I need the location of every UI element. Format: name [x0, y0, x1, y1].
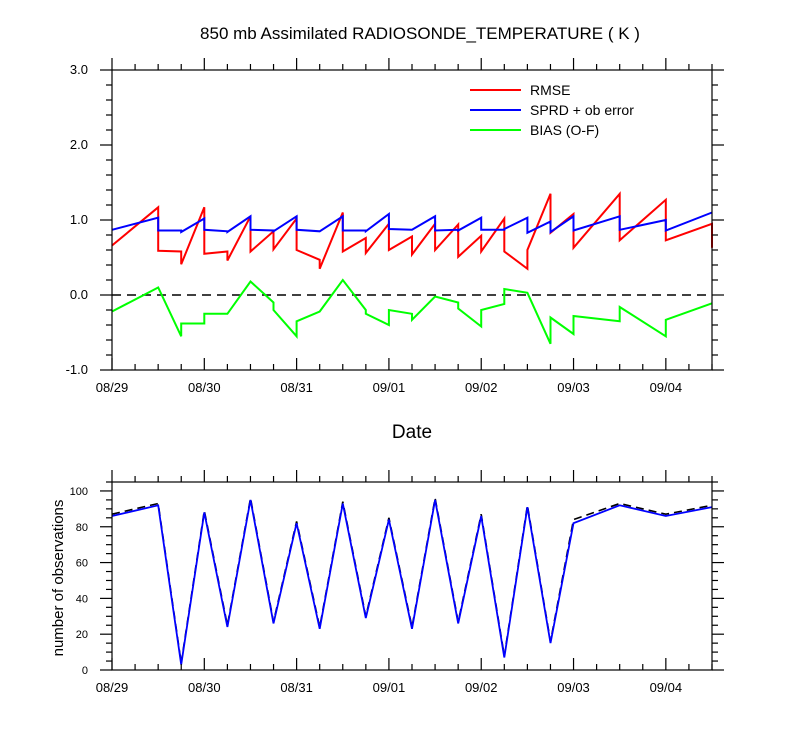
bottom-chart-y-tick-label: 0 — [82, 665, 88, 677]
legend-label: RMSE — [530, 82, 570, 98]
top-chart-legend: RMSE SPRD + ob error BIAS (O-F) — [470, 82, 634, 138]
bottom-chart-x-tick-label: 09/02 — [465, 680, 498, 695]
top-chart-x-tick-label: 08/30 — [188, 380, 221, 395]
bottom-chart-series-group — [111, 497, 713, 665]
bottom-chart-x-tick-label: 09/04 — [650, 680, 683, 695]
top-chart-ticks: 08/29 08/30 08/31 09/01 09/02 09/03 09/04 -1.0 0… — [66, 58, 724, 395]
legend-label: BIAS (O-F) — [530, 122, 599, 138]
top-chart-x-tick-label: 09/02 — [465, 380, 498, 395]
bottom-chart-x-tick-label: 08/29 — [96, 680, 129, 695]
bottom-chart-ticks: 08/29 08/30 08/31 09/01 09/02 09/03 09/04 0 20 40… — [70, 470, 724, 695]
bottom-chart-y-tick-label: 60 — [76, 558, 88, 570]
top-chart-x-tick-label: 08/31 — [280, 380, 313, 395]
top-chart-y-tick-label: 1.0 — [70, 212, 88, 227]
top-chart-x-tick-label: 09/03 — [557, 380, 590, 395]
bottom-chart-y-tick-label: 100 — [70, 486, 88, 498]
top-chart-x-tick-label: 09/01 — [373, 380, 406, 395]
top-chart: 08/29 08/30 08/31 09/01 09/02 09/03 09/04 -1.0 0… — [66, 58, 724, 395]
top-chart-series-group — [111, 191, 713, 345]
top-chart-x-tick-label: 09/04 — [650, 380, 683, 395]
top-chart-y-tick-label: 3.0 — [70, 62, 88, 77]
y-axis-label-observations: number of observations — [50, 500, 67, 657]
bottom-chart-x-tick-label: 08/31 — [280, 680, 313, 695]
legend-label: SPRD + ob error — [530, 102, 634, 118]
top-chart-y-tick-label: 2.0 — [70, 137, 88, 152]
x-axis-label: Date — [392, 422, 432, 443]
sprd-ob-error-series-line — [111, 211, 713, 235]
bias-series-line — [111, 278, 713, 345]
top-chart-y-tick-label: -1.0 — [66, 362, 88, 377]
top-chart-x-tick-label: 08/29 — [96, 380, 129, 395]
bottom-chart: 08/29 08/30 08/31 09/01 09/02 09/03 09/04 0 20 40… — [70, 470, 724, 695]
bottom-chart-x-tick-label: 09/03 — [557, 680, 590, 695]
rmse-series-line — [111, 191, 713, 271]
assimilated-observations-line — [111, 499, 713, 665]
bottom-chart-frame — [111, 481, 713, 671]
chart-title: 850 mb Assimilated RADIOSONDE_TEMPERATUR… — [200, 24, 640, 43]
top-chart-y-tick-label: 0.0 — [70, 287, 88, 302]
bottom-chart-y-tick-label: 80 — [76, 522, 88, 534]
bottom-chart-x-tick-label: 08/30 — [188, 680, 221, 695]
bottom-chart-y-tick-label: 40 — [76, 593, 88, 605]
bottom-chart-y-tick-label: 20 — [76, 629, 88, 641]
bottom-chart-x-tick-label: 09/01 — [373, 680, 406, 695]
